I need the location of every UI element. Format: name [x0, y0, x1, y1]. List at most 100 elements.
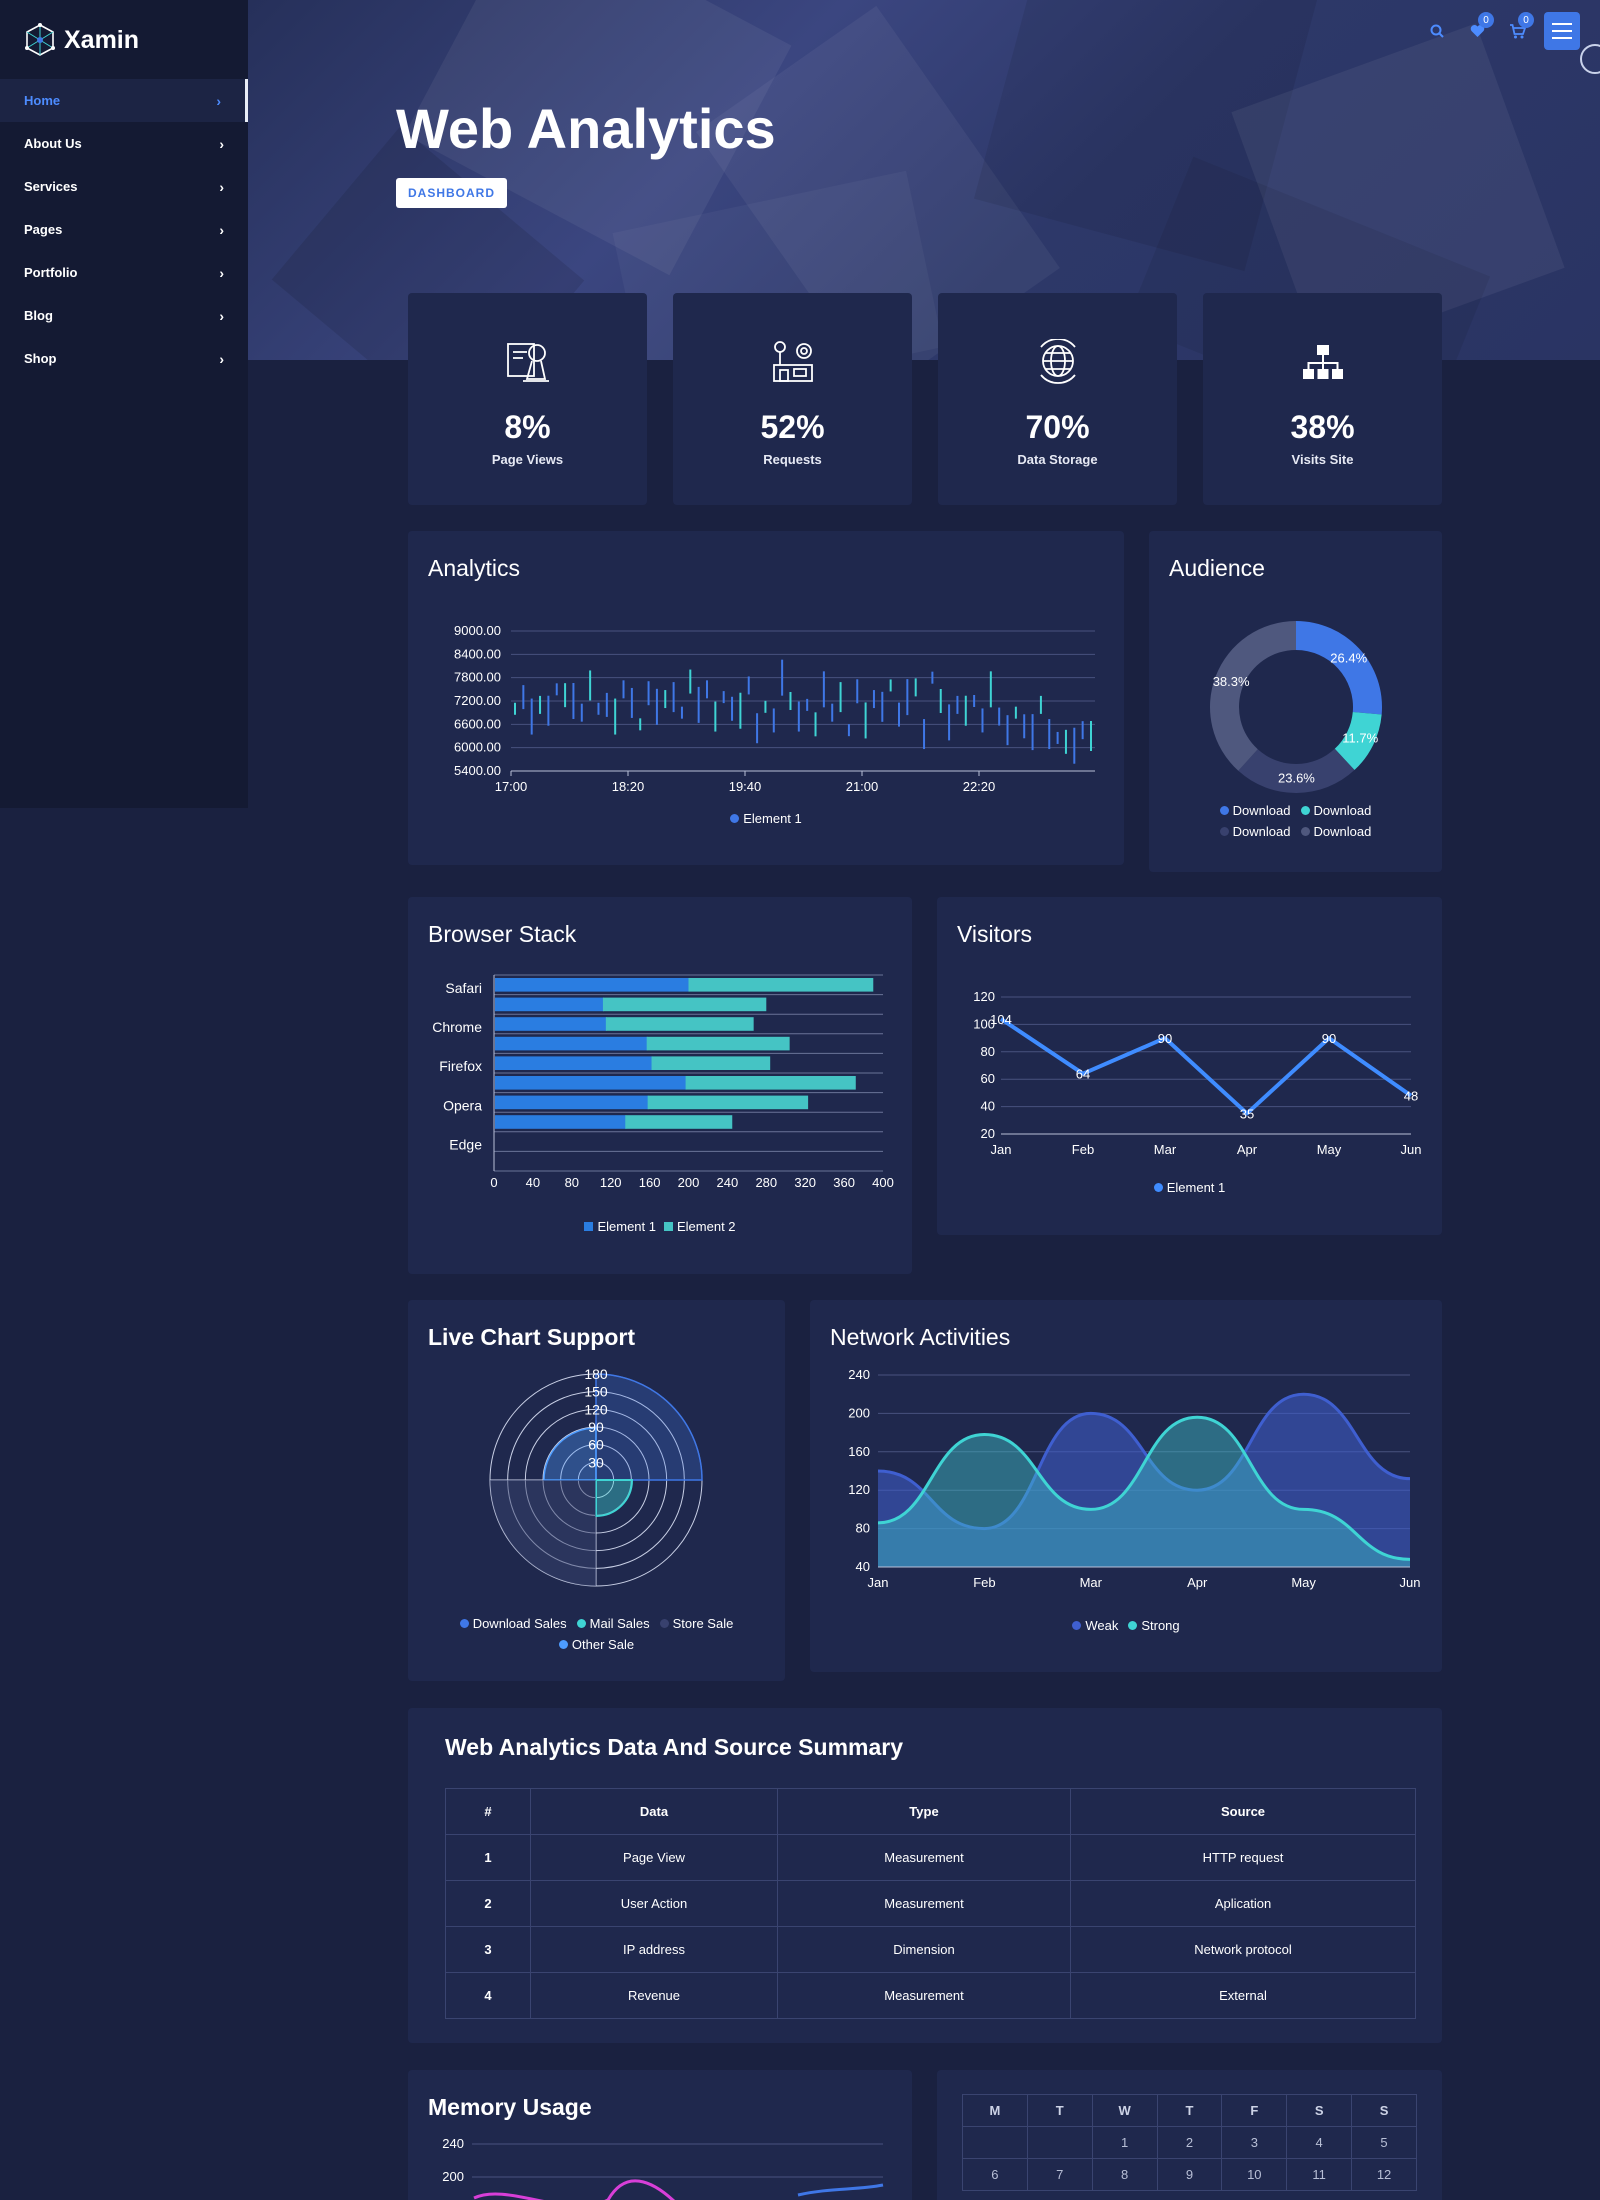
table-cell: Aplication [1070, 1880, 1416, 1927]
menu-toggle-button[interactable] [1544, 12, 1580, 50]
bar-element-2 [688, 978, 874, 992]
legend-label: Download Sales [472, 1616, 567, 1631]
calendar-day[interactable]: 11 [1286, 2158, 1353, 2191]
calendar-day[interactable]: 12 [1351, 2158, 1417, 2191]
x-tick-label: 240 [717, 1175, 739, 1190]
stat-card-data-storage: 70% Data Storage [938, 293, 1177, 505]
bar-element-2 [651, 1056, 771, 1070]
legend-swatch [659, 1619, 669, 1628]
bar-element-2 [625, 1115, 733, 1129]
table-cell: IP address [530, 1926, 778, 1973]
calendar-day[interactable]: 3 [1221, 2126, 1288, 2159]
table-cell: 3 [445, 1926, 531, 1973]
pie-slice [1210, 621, 1296, 771]
bar-element-1 [495, 978, 690, 992]
visitors-legend: Element 1 [937, 1180, 1442, 1195]
legend-item[interactable]: Element 2 [664, 1219, 736, 1234]
legend-label: Download [1313, 824, 1372, 839]
stat-value: 70% [1025, 409, 1090, 445]
legend-item[interactable]: Download [1219, 803, 1291, 818]
analytics-card: Analytics 9000.00 8400.00 7800.00 7200.00 66… [408, 531, 1124, 865]
brand-logo[interactable]: Xamin [24, 22, 139, 58]
sidebar-item-about-us[interactable]: About Us › [0, 122, 248, 165]
y-tick-label: 200 [848, 1405, 870, 1420]
calendar-day[interactable]: 6 [962, 2158, 1028, 2191]
summary-card: Web Analytics Data And Source Summary # … [408, 1708, 1442, 2043]
table-cell: Network protocol [1070, 1926, 1416, 1973]
legend-item[interactable]: Strong [1128, 1618, 1180, 1633]
sidebar-item-blog[interactable]: Blog › [0, 294, 248, 337]
calendar-day[interactable]: 1 [1091, 2126, 1158, 2159]
settings-circle-button[interactable] [1580, 44, 1600, 74]
breadcrumb[interactable]: DASHBOARD [396, 178, 507, 208]
y-tick-label: 240 [848, 1367, 870, 1382]
calendar-day[interactable]: 7 [1026, 2158, 1093, 2191]
calendar-day[interactable]: 2 [1156, 2126, 1223, 2159]
calendar-day [962, 2126, 1028, 2159]
legend-swatch [1300, 827, 1310, 836]
bar-element-2 [647, 1095, 809, 1110]
sidebar-item-services[interactable]: Services › [0, 165, 248, 208]
sitemap-icon [1302, 345, 1343, 379]
cart-icon[interactable]: 0 [1504, 12, 1534, 44]
card-title: Audience [1169, 555, 1265, 581]
card-title: Live Chart Support [428, 1324, 636, 1350]
audience-legend: Download Download Download Download [1149, 803, 1442, 839]
sidebar-item-shop[interactable]: Shop › [0, 337, 248, 380]
slice-label: 38.3% [1213, 674, 1250, 689]
radar-sector-download [595, 1373, 703, 1481]
data-label: 35 [1240, 1106, 1254, 1121]
table-cell: 4 [445, 1972, 531, 2019]
memory-line-2 [797, 2183, 884, 2197]
legend-label: Weak [1085, 1618, 1119, 1633]
y-tick-label: 8400.00 [454, 646, 501, 661]
bar-element-1 [495, 1056, 653, 1070]
y-tick-label: 100 [973, 1016, 995, 1031]
legend-item[interactable]: Mail Sales [576, 1616, 650, 1631]
bar-element-1 [495, 1036, 648, 1051]
sidebar-item-pages[interactable]: Pages › [0, 208, 248, 251]
legend-swatch [1219, 827, 1229, 836]
legend-item[interactable]: Download Sales [459, 1616, 567, 1631]
legend-swatch [576, 1619, 586, 1628]
radar-tick-label: 60 [588, 1437, 604, 1453]
data-label: 48 [1404, 1089, 1418, 1104]
y-tick-label: 7800.00 [454, 670, 501, 685]
calendar-day[interactable]: 4 [1286, 2126, 1353, 2159]
y-tick-label: 60 [981, 1071, 995, 1086]
legend-item[interactable]: Download [1300, 803, 1371, 818]
y-tick-label: 120 [848, 1482, 870, 1497]
legend-swatch [1072, 1621, 1082, 1630]
legend-item[interactable]: Download [1300, 824, 1372, 839]
wishlist-count-badge: 0 [1478, 12, 1494, 28]
legend-swatch [1153, 1183, 1163, 1192]
calendar-day[interactable]: 8 [1091, 2158, 1158, 2191]
calendar-day[interactable]: 9 [1156, 2158, 1223, 2191]
sidebar-item-portfolio[interactable]: Portfolio › [0, 251, 248, 294]
legend-item[interactable]: Download [1219, 824, 1291, 839]
card-title: Web Analytics Data And Source Summary [445, 1734, 904, 1760]
chevron-right-icon: › [219, 135, 224, 152]
heart-icon[interactable]: 0 [1464, 12, 1494, 44]
x-tick-label: Mar [1154, 1142, 1177, 1157]
search-icon[interactable] [1424, 18, 1450, 44]
brand-name: Xamin [64, 25, 140, 54]
legend-item[interactable]: Weak [1072, 1618, 1118, 1633]
x-tick-label: 120 [600, 1175, 622, 1190]
x-tick-label: 17:00 [495, 779, 528, 794]
legend-item[interactable]: Store Sale [659, 1616, 733, 1631]
legend-item[interactable]: Other Sale [558, 1637, 635, 1652]
card-title: Memory Usage [428, 2094, 592, 2120]
sidebar-item-home[interactable]: Home › [0, 79, 248, 122]
x-tick-label: Apr [1237, 1142, 1258, 1157]
legend-item[interactable]: Element 1 [584, 1219, 656, 1234]
calendar-day[interactable]: 5 [1351, 2126, 1417, 2159]
weekday-label: F [1221, 2094, 1288, 2127]
legend-item[interactable]: Element 1 [730, 811, 802, 826]
legend-label: Other Sale [571, 1637, 635, 1652]
legend-item[interactable]: Element 1 [1153, 1180, 1225, 1195]
stat-card-page-views: 8% Page Views [408, 293, 647, 505]
y-tick-label: 20 [981, 1126, 995, 1141]
calendar-day[interactable]: 10 [1221, 2158, 1288, 2191]
sidebar-item-label: Services [24, 179, 78, 194]
